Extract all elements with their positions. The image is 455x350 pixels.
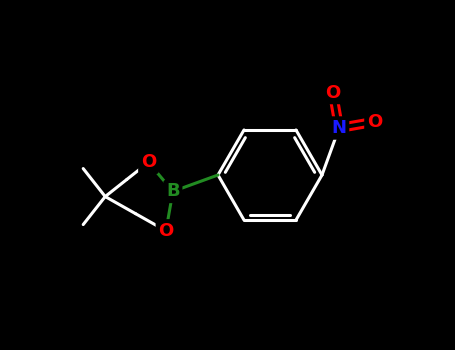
Text: O: O — [325, 84, 340, 101]
Text: O: O — [158, 222, 173, 240]
Text: B: B — [166, 182, 180, 201]
Text: N: N — [332, 119, 347, 137]
Text: O: O — [141, 153, 156, 171]
Text: O: O — [367, 113, 382, 131]
